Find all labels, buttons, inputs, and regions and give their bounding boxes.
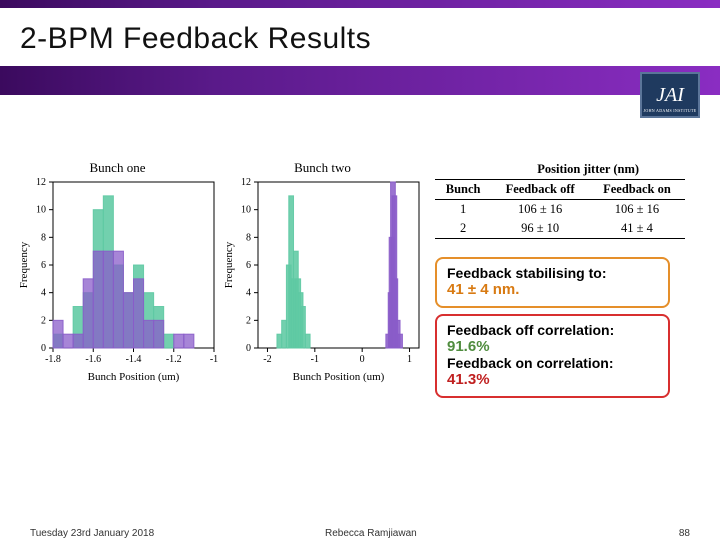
chart2-svg: 0 2 4 6 8 10 12 -2 -1 0 1 Frequency Bunch Position (… bbox=[220, 176, 425, 386]
svg-text:1: 1 bbox=[407, 354, 412, 365]
svg-text:-1.4: -1.4 bbox=[126, 354, 142, 365]
right-column: Position jitter (nm) Bunch Feedback off … bbox=[435, 160, 685, 440]
stab-value: 41 ± 4 nm. bbox=[447, 281, 658, 298]
chart-bunch-one: Bunch one 0 2 4 6 8 10 12 -1.8 -1.6 -1.4 -1.2 -1 Fre… bbox=[15, 160, 220, 440]
stab-label: Feedback stabilising to: bbox=[447, 265, 658, 281]
svg-text:Frequency: Frequency bbox=[18, 241, 30, 288]
svg-text:6: 6 bbox=[246, 260, 251, 271]
svg-text:4: 4 bbox=[41, 288, 46, 299]
title-row: 2-BPM Feedback Results bbox=[0, 8, 720, 66]
info-boxes: Feedback stabilising to: 41 ± 4 nm. Feed… bbox=[435, 257, 670, 398]
chart-bunch-two: Bunch two 0 2 4 6 8 10 12 -2 -1 0 1 Frequency Bunch … bbox=[220, 160, 425, 440]
col-fbon: Feedback on bbox=[589, 180, 685, 200]
svg-text:10: 10 bbox=[241, 205, 251, 216]
jai-logo: JAI JOHN ADAMS INSTITUTE bbox=[640, 72, 700, 118]
content-area: Bunch one 024681012-1.8-1.6-1.4-1.2-1Fre… bbox=[15, 160, 705, 440]
svg-text:2: 2 bbox=[246, 315, 251, 326]
table-super: Position jitter (nm) bbox=[491, 160, 685, 180]
jitter-table: Position jitter (nm) Bunch Feedback off … bbox=[435, 160, 685, 239]
svg-text:10: 10 bbox=[36, 205, 46, 216]
footer-page: 88 bbox=[679, 528, 690, 539]
stabilising-box: Feedback stabilising to: 41 ± 4 nm. bbox=[435, 257, 670, 308]
correlation-box: Feedback off correlation: 91.6% Feedback… bbox=[435, 314, 670, 398]
svg-text:-1.8: -1.8 bbox=[45, 354, 61, 365]
svg-text:-1.6: -1.6 bbox=[85, 354, 101, 365]
svg-text:0: 0 bbox=[360, 354, 365, 365]
svg-text:-1.2: -1.2 bbox=[166, 354, 182, 365]
logo-text: JAI bbox=[656, 84, 684, 107]
logo-subtext: JOHN ADAMS INSTITUTE bbox=[644, 108, 697, 113]
svg-text:Frequency: Frequency bbox=[223, 241, 235, 288]
offcorr-value: 91.6% bbox=[447, 338, 658, 355]
oncorr-value: 41.3% bbox=[447, 371, 658, 388]
svg-text:-1: -1 bbox=[311, 354, 319, 365]
svg-text:12: 12 bbox=[241, 177, 251, 188]
footer-author: Rebecca Ramjiawan bbox=[325, 528, 417, 539]
svg-text:12: 12 bbox=[36, 177, 46, 188]
svg-text:-2: -2 bbox=[263, 354, 271, 365]
svg-text:Bunch Position (um): Bunch Position (um) bbox=[88, 371, 180, 383]
chart2-title: Bunch two bbox=[220, 160, 425, 176]
oncorr-label: Feedback on correlation: bbox=[447, 355, 658, 371]
table-row: 2 96 ± 10 41 ± 4 bbox=[435, 219, 685, 239]
chart1-svg: 0 2 4 6 8 10 12 -1.8 -1.6 -1.4 -1.2 -1 Frequency Bunc… bbox=[15, 176, 220, 386]
svg-text:4: 4 bbox=[246, 288, 251, 299]
table-row: 1 106 ± 16 106 ± 16 bbox=[435, 200, 685, 220]
svg-text:8: 8 bbox=[41, 232, 46, 243]
svg-text:6: 6 bbox=[41, 260, 46, 271]
col-fboff: Feedback off bbox=[491, 180, 589, 200]
svg-text:2: 2 bbox=[41, 315, 46, 326]
svg-text:0: 0 bbox=[41, 343, 46, 354]
svg-text:0: 0 bbox=[246, 343, 251, 354]
col-bunch: Bunch bbox=[435, 180, 491, 200]
slide-title: 2-BPM Feedback Results bbox=[20, 22, 371, 56]
svg-text:Bunch Position (um): Bunch Position (um) bbox=[293, 371, 385, 383]
offcorr-label: Feedback off correlation: bbox=[447, 322, 658, 338]
footer-date: Tuesday 23rd January 2018 bbox=[30, 528, 154, 539]
chart1-title: Bunch one bbox=[15, 160, 220, 176]
svg-text:-1: -1 bbox=[210, 354, 218, 365]
svg-text:8: 8 bbox=[246, 232, 251, 243]
